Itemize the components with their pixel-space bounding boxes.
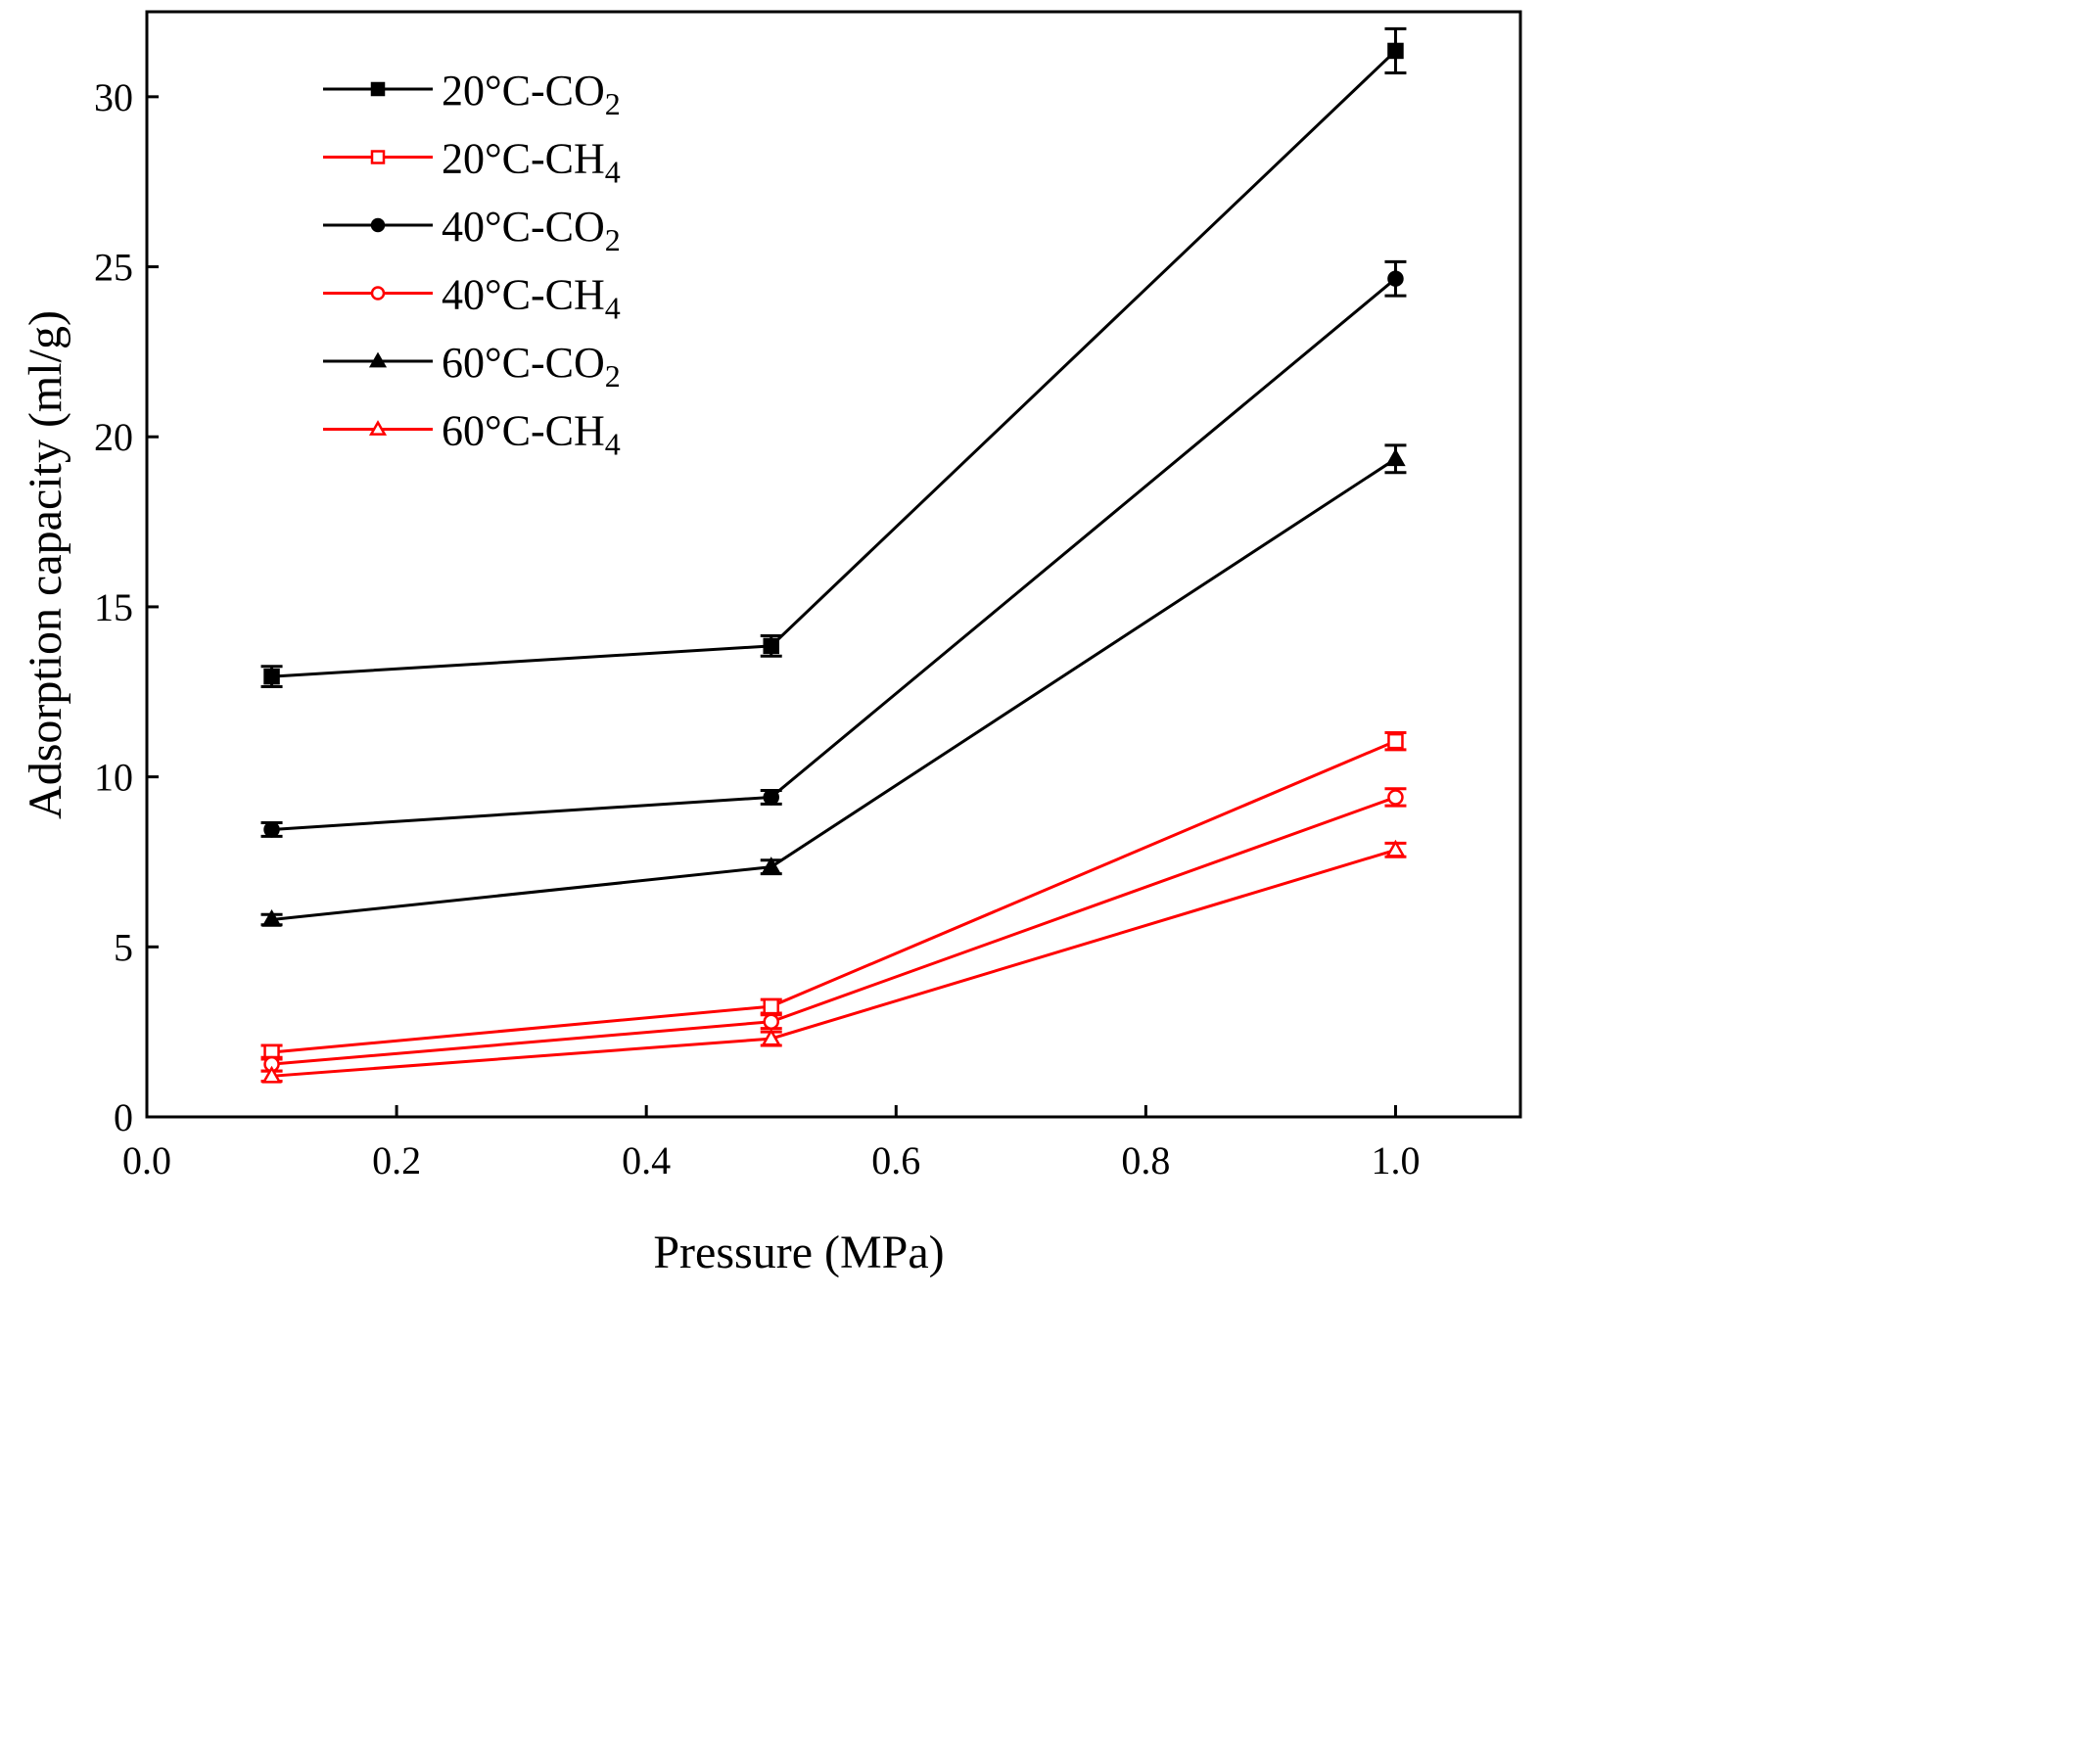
legend-item-2: 20°C-CH4 [323, 135, 621, 190]
data-point [761, 1028, 781, 1046]
y-tick-label: 10 [94, 756, 133, 800]
legend-marker [368, 420, 388, 436]
data-point [261, 908, 282, 927]
data-point [761, 857, 781, 874]
y-tick-label: 5 [114, 925, 133, 969]
legend-marker [370, 150, 386, 164]
legend-marker [370, 286, 386, 301]
x-tick-label: 0.6 [871, 1138, 920, 1182]
series-line [271, 848, 1396, 1078]
x-tick-label: 1.0 [1371, 1138, 1420, 1182]
data-point [763, 1013, 779, 1030]
legend-marker [370, 217, 386, 233]
series-2 [260, 730, 1407, 1061]
series-5 [260, 443, 1407, 927]
x-tick-label: 0.2 [372, 1138, 421, 1182]
series-6 [260, 839, 1407, 1084]
legend-item-6: 60°C-CH4 [323, 407, 621, 462]
data-point [1385, 839, 1406, 857]
y-tick-label: 20 [94, 415, 133, 459]
series-1 [260, 26, 1407, 689]
legend-label: 60°C-CO2 [442, 339, 621, 394]
legend-marker [370, 81, 386, 97]
legend-item-5: 60°C-CO2 [323, 339, 621, 394]
series-line [271, 739, 1397, 1054]
y-tick-label: 15 [94, 585, 133, 629]
series-line [271, 796, 1396, 1066]
series-line [271, 49, 1397, 678]
x-tick-label: 0.8 [1121, 1138, 1170, 1182]
legend-label: 20°C-CH4 [442, 135, 621, 190]
series-layer [260, 26, 1407, 1084]
data-point [1387, 789, 1404, 806]
data-point [763, 637, 779, 655]
x-axis-title: Pressure (MPa) [653, 1227, 944, 1278]
legend-label: 60°C-CH4 [442, 407, 621, 462]
data-point [1387, 270, 1404, 287]
series-line [271, 457, 1397, 922]
legend: 20°C-CO2 20°C-CH4 40°C-CO2 40°C-CH4 60°C-CO2… [323, 67, 621, 462]
data-point [1385, 448, 1406, 467]
legend-item-4: 40°C-CH4 [323, 271, 621, 326]
legend-label: 20°C-CO2 [442, 67, 621, 121]
data-point [263, 668, 280, 685]
series-3 [260, 259, 1407, 838]
data-point [1387, 42, 1404, 60]
plot-frame [145, 10, 1522, 1119]
legend-item-1: 20°C-CO2 [323, 67, 621, 121]
axes: 0.0 0.2 0.4 0.6 0.8 1.0 0 5 10 15 20 25 30 [94, 10, 1522, 1182]
series-4 [260, 787, 1407, 1073]
y-tick-label: 0 [114, 1095, 133, 1139]
data-point [763, 789, 779, 806]
data-point [263, 821, 280, 838]
legend-item-3: 40°C-CO2 [323, 203, 621, 257]
y-axis-title: Adsorption capacity (ml/g) [20, 310, 71, 819]
legend-label: 40°C-CH4 [442, 271, 621, 326]
legend-label: 40°C-CO2 [442, 203, 621, 257]
x-tick-label: 0.4 [622, 1138, 671, 1182]
x-tick-label: 0.0 [122, 1138, 171, 1182]
data-point [261, 1065, 282, 1084]
series-line [271, 277, 1397, 831]
y-tick-label: 25 [94, 246, 133, 290]
y-tick-label: 30 [94, 75, 133, 119]
data-point [763, 997, 779, 1015]
legend-marker [368, 351, 388, 368]
data-point [1387, 732, 1404, 750]
